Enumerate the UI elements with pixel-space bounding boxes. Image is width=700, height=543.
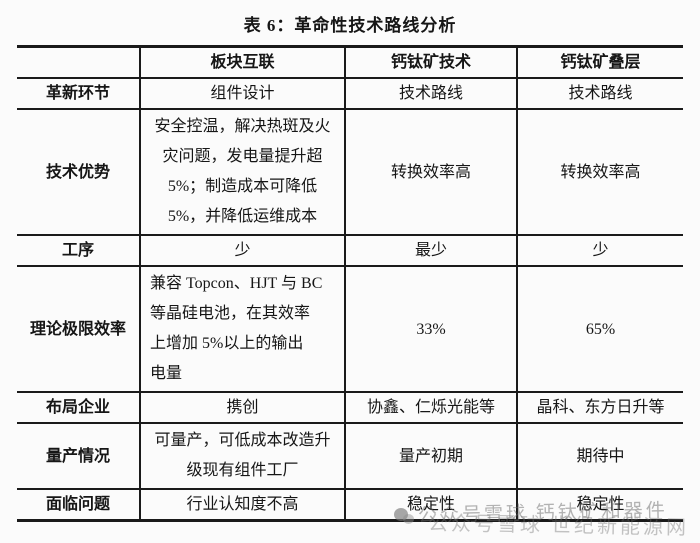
- column-header: 板块互联: [139, 45, 345, 79]
- table-cell: 转换效率高: [344, 108, 517, 236]
- table-cell: 技术路线: [516, 77, 683, 110]
- table-cell: 稳定性: [516, 488, 683, 522]
- table-cell: 期待中: [516, 422, 683, 490]
- column-header: 钙钛矿叠层: [516, 45, 683, 79]
- row-header: 技术优势: [17, 108, 140, 236]
- table-row: 工序 少 最少 少: [17, 234, 683, 267]
- table-cell: 兼容 Topcon、HJT 与 BC 等晶硅电池，在其效率 上增加 5%以上的输…: [139, 265, 345, 393]
- table-cell: 少: [516, 234, 683, 267]
- row-header: 理论极限效率: [17, 265, 140, 393]
- table-row: 理论极限效率 兼容 Topcon、HJT 与 BC 等晶硅电池，在其效率 上增加…: [17, 265, 683, 393]
- table-cell: 携创: [139, 391, 345, 424]
- corner-cell: [17, 45, 140, 79]
- table-row: 革新环节 组件设计 技术路线 技术路线: [17, 77, 683, 110]
- table-cell: 转换效率高: [516, 108, 683, 236]
- table-row: 布局企业 携创 协鑫、仁烁光能等 晶科、东方日升等: [17, 391, 683, 424]
- table-cell: 晶科、东方日升等: [516, 391, 683, 424]
- table-row: 面临问题 行业认知度不高 稳定性 稳定性: [17, 488, 683, 522]
- row-header: 革新环节: [17, 77, 140, 110]
- table-cell: 可量产，可低成本改造升 级现有组件工厂: [139, 422, 345, 490]
- table-cell: 量产初期: [344, 422, 517, 490]
- table-cell: 协鑫、仁烁光能等: [344, 391, 517, 424]
- row-header: 面临问题: [17, 488, 140, 522]
- table-cell: 行业认知度不高: [139, 488, 345, 522]
- table-cell: 稳定性: [344, 488, 517, 522]
- table-row: 技术优势 安全控温，解决热斑及火 灾问题，发电量提升超 5%；制造成本可降低 5…: [17, 108, 683, 236]
- column-header: 钙钛矿技术: [344, 45, 517, 79]
- table-cell: 33%: [344, 265, 517, 393]
- row-header: 量产情况: [17, 422, 140, 490]
- table-cell: 技术路线: [344, 77, 517, 110]
- table-cell: 安全控温，解决热斑及火 灾问题，发电量提升超 5%；制造成本可降低 5%，并降低…: [139, 108, 345, 236]
- table-cell: 少: [139, 234, 345, 267]
- technology-route-analysis-table: 板块互联 钙钛矿技术 钙钛矿叠层 革新环节 组件设计 技术路线 技术路线 技术优…: [17, 45, 683, 522]
- table-header-row: 板块互联 钙钛矿技术 钙钛矿叠层: [17, 45, 683, 79]
- row-header: 布局企业: [17, 391, 140, 424]
- table-cell: 组件设计: [139, 77, 345, 110]
- table-cell: 最少: [344, 234, 517, 267]
- table-title: 表 6：革命性技术路线分析: [243, 16, 457, 35]
- table-cell: 65%: [516, 265, 683, 393]
- table-row: 量产情况 可量产，可低成本改造升 级现有组件工厂 量产初期 期待中: [17, 422, 683, 490]
- row-header: 工序: [17, 234, 140, 267]
